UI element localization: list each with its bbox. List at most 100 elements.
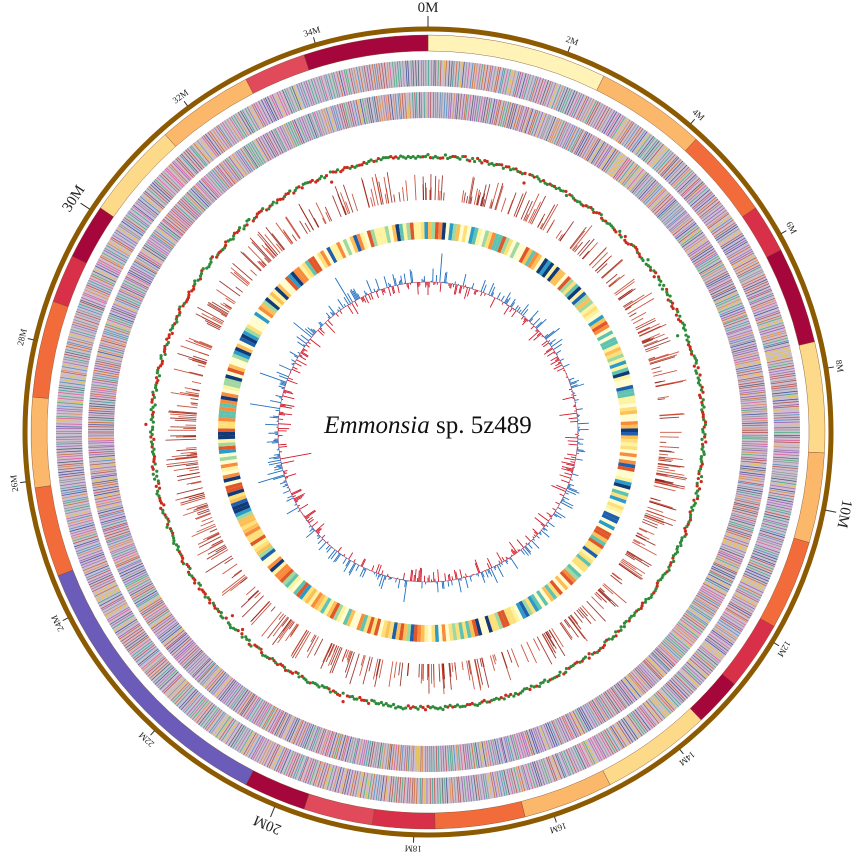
gc-skew-spike bbox=[270, 400, 281, 404]
gc-skew-spike bbox=[547, 340, 551, 343]
gene-line bbox=[328, 73, 336, 99]
snp-dot bbox=[592, 210, 596, 214]
gene-line bbox=[598, 108, 613, 132]
gene-line bbox=[396, 744, 400, 771]
gc-skew-spike bbox=[563, 496, 570, 501]
gc-skew-spike bbox=[379, 574, 381, 577]
gc-skew-spike bbox=[279, 411, 284, 414]
gc-skew-spike bbox=[504, 560, 508, 565]
gene-line bbox=[769, 372, 796, 378]
gene-line bbox=[711, 565, 736, 578]
gene-line bbox=[649, 697, 668, 718]
repeat-line bbox=[215, 545, 227, 553]
gc-skew-spike bbox=[294, 497, 303, 502]
scaffold-segment bbox=[798, 341, 826, 454]
snp-dot bbox=[433, 154, 438, 159]
gene-line bbox=[657, 153, 676, 174]
snp-dot bbox=[702, 450, 706, 454]
gc-skew-spike bbox=[274, 467, 283, 471]
gene-line bbox=[508, 103, 516, 129]
gene-line bbox=[241, 731, 255, 754]
gene-line bbox=[622, 717, 639, 740]
gc-skew-spike bbox=[474, 559, 481, 573]
gc-skew-spike bbox=[516, 306, 521, 312]
snp-dot bbox=[305, 680, 310, 684]
snp-dot bbox=[161, 511, 165, 515]
gene-line bbox=[215, 715, 231, 738]
gene-line bbox=[718, 619, 741, 634]
gene-line bbox=[484, 773, 490, 800]
gene-line bbox=[731, 512, 757, 521]
gc-skew-spike bbox=[511, 310, 517, 318]
gene-line bbox=[56, 410, 83, 413]
heatmap-cell bbox=[619, 448, 638, 454]
gc-skew-spike bbox=[542, 528, 546, 531]
gene-line bbox=[94, 362, 121, 369]
gene-line bbox=[88, 442, 115, 444]
gene-line bbox=[370, 741, 376, 768]
gene-line bbox=[700, 587, 724, 602]
heatmap-cell bbox=[515, 244, 527, 262]
heatmap-cell bbox=[591, 531, 609, 544]
snp-dot bbox=[595, 650, 599, 654]
gc-skew-spike bbox=[570, 384, 578, 388]
gene-line bbox=[412, 60, 415, 87]
gene-line bbox=[88, 279, 113, 292]
gc-skew-spike bbox=[298, 355, 307, 361]
gene-line bbox=[699, 261, 723, 276]
snp-dot bbox=[650, 593, 654, 597]
gene-line bbox=[595, 697, 610, 720]
heatmap-cell bbox=[359, 614, 369, 632]
heatmap-cell bbox=[326, 600, 338, 618]
repeat-line bbox=[586, 600, 606, 622]
gene-line bbox=[278, 713, 291, 738]
repeat-line bbox=[406, 663, 409, 676]
gene-line bbox=[588, 102, 601, 126]
heatmap-cell bbox=[370, 229, 379, 247]
gene-line bbox=[555, 718, 567, 743]
gene-line bbox=[312, 760, 322, 786]
snp-dot bbox=[656, 275, 661, 279]
heatmap-cell bbox=[527, 595, 540, 613]
gc-skew-spike bbox=[556, 357, 559, 360]
snp-dot bbox=[160, 359, 165, 363]
snp-dot bbox=[476, 156, 480, 161]
gene-line bbox=[693, 250, 716, 265]
gene-line bbox=[89, 462, 116, 466]
gene-line bbox=[728, 332, 754, 341]
gene-line bbox=[517, 765, 526, 792]
snp-dot bbox=[655, 581, 659, 585]
heatmap-cell bbox=[497, 235, 507, 254]
gene-line bbox=[121, 284, 146, 297]
gene-line bbox=[709, 215, 732, 232]
heatmap-cell bbox=[595, 327, 612, 339]
snp-dot bbox=[263, 654, 267, 658]
gene-line bbox=[758, 322, 784, 331]
gc-skew-spike bbox=[287, 495, 293, 499]
snp-dot bbox=[532, 685, 536, 689]
gene-line bbox=[604, 691, 620, 714]
repeat-line bbox=[467, 660, 472, 675]
gene-line bbox=[127, 212, 149, 229]
heatmap-cell bbox=[609, 360, 627, 370]
heatmap-cell bbox=[549, 268, 563, 285]
repeat-line bbox=[656, 470, 685, 476]
gene-line bbox=[510, 767, 518, 794]
gc-skew-spike bbox=[464, 287, 469, 299]
gene-line bbox=[729, 248, 753, 263]
snp-dot bbox=[453, 154, 457, 159]
gene-line bbox=[59, 478, 86, 484]
gc-skew-spike bbox=[505, 556, 508, 560]
snp-dot bbox=[151, 415, 155, 419]
gene-line bbox=[532, 727, 543, 753]
repeat-line bbox=[210, 549, 229, 560]
gene-line bbox=[691, 601, 714, 617]
heatmap-cell bbox=[448, 223, 454, 241]
gene-line bbox=[297, 722, 309, 747]
gene-line bbox=[254, 738, 268, 762]
repeat-line bbox=[656, 473, 668, 477]
snp-dot bbox=[283, 668, 288, 673]
tick-label: 26M bbox=[8, 474, 20, 492]
gene-line bbox=[680, 229, 702, 246]
gene-line bbox=[660, 642, 681, 660]
